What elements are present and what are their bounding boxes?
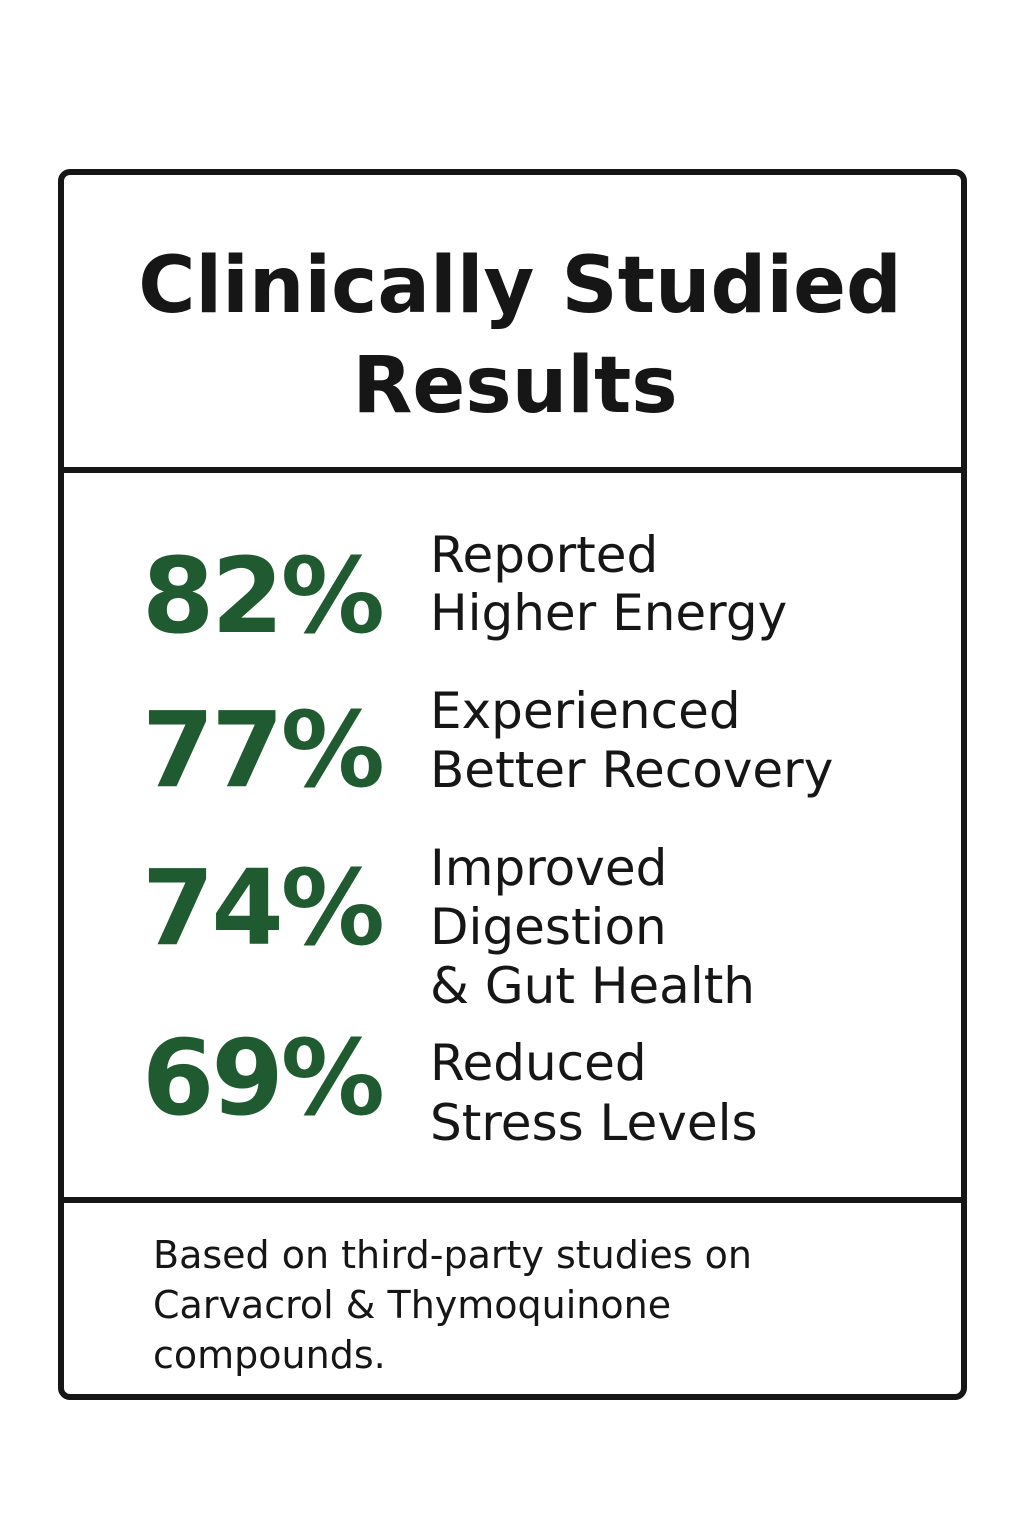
stat-label: Digestion (430, 898, 667, 956)
stat-label: Experienced (430, 682, 741, 740)
stat-label: Improved (430, 839, 667, 897)
footnote-line: Carvacrol & Thymoquinone (153, 1283, 671, 1327)
footnote-line: compounds. (153, 1333, 386, 1377)
stat-value: 74% (142, 847, 382, 969)
footnote-line: Based on third-party studies on (153, 1233, 752, 1277)
card-border (58, 169, 967, 1400)
stat-value: 82% (142, 535, 382, 657)
stat-label: Reported (430, 526, 658, 584)
stat-value: 77% (142, 689, 382, 811)
title-line: Clinically Studied (138, 241, 902, 331)
stat-label: Reduced (430, 1034, 647, 1092)
stat-label: Better Recovery (430, 741, 833, 799)
stat-label: Stress Levels (430, 1094, 758, 1152)
title-line: Results (352, 341, 677, 431)
stat-value: 69% (142, 1017, 382, 1139)
stat-label: Higher Energy (430, 584, 787, 642)
stat-label: & Gut Health (430, 957, 755, 1015)
